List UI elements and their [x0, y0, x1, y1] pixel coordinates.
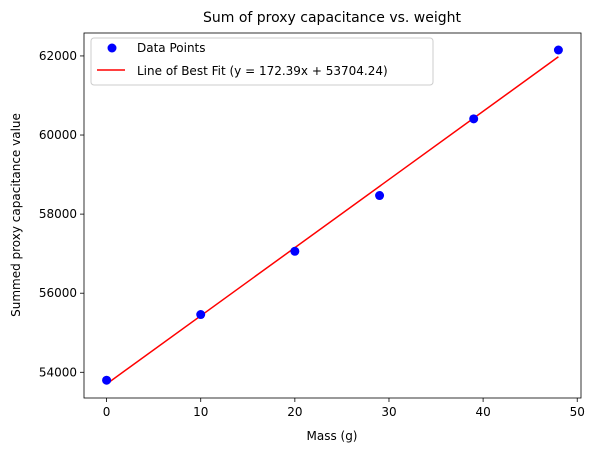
legend: Data Points Line of Best Fit (y = 172.39…	[90, 37, 434, 86]
data-point	[553, 45, 563, 55]
plot-frame	[83, 32, 582, 399]
y-tick-label: 54000	[39, 365, 77, 379]
x-tick-label: 40	[475, 405, 490, 419]
series-layer	[102, 45, 563, 385]
y-tick-label: 62000	[39, 49, 77, 63]
x-tick-label: 20	[287, 405, 302, 419]
x-tick-label: 50	[570, 405, 585, 419]
x-tick-label: 0	[103, 405, 111, 419]
legend-marker-data-points	[107, 43, 117, 53]
plot-area	[84, 33, 581, 398]
legend-label-best-fit: Line of Best Fit (y = 172.39x + 53704.24…	[137, 64, 388, 78]
data-point	[290, 246, 300, 256]
x-tick-label: 10	[193, 405, 208, 419]
y-axis-title: Summed proxy capacitance value	[9, 113, 23, 317]
chart-title: Sum of proxy capacitance vs. weight	[203, 10, 462, 26]
data-point	[469, 114, 479, 124]
y-tick-label: 58000	[39, 207, 77, 221]
x-axis-ticks: 0 10 20 30 40 50	[103, 398, 585, 419]
legend-label-data-points: Data Points	[137, 41, 206, 55]
y-axis-ticks: 54000 56000 58000 60000 62000	[39, 49, 84, 379]
y-tick-label: 56000	[39, 286, 77, 300]
legend-box	[90, 37, 434, 86]
x-axis-title: Mass (g)	[306, 429, 357, 443]
best-fit-line	[106, 56, 559, 385]
y-tick-label: 60000	[39, 128, 77, 142]
x-tick-label: 30	[381, 405, 396, 419]
data-point	[375, 191, 385, 201]
data-point	[196, 310, 206, 320]
data-point	[102, 375, 112, 385]
